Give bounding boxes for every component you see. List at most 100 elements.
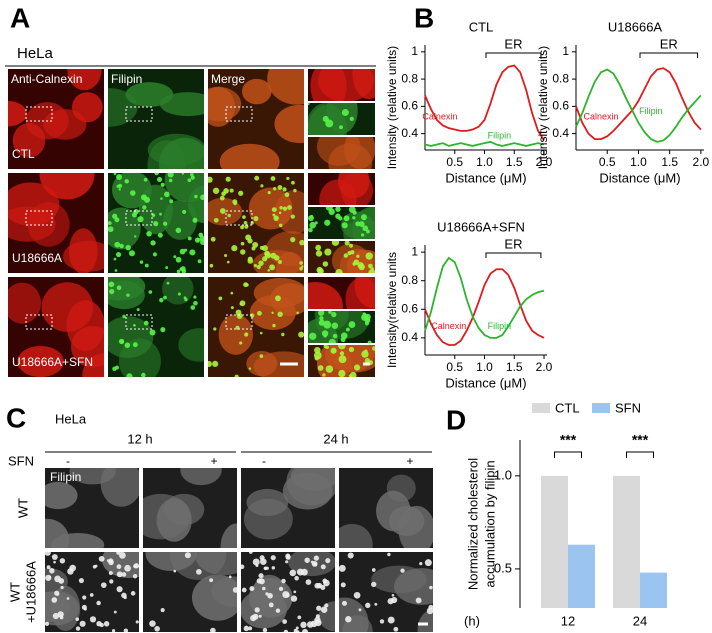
speckle	[281, 578, 286, 584]
speckle	[352, 216, 356, 220]
speckle	[365, 252, 373, 260]
speckle	[272, 186, 277, 191]
micrograph	[308, 311, 375, 343]
speckle	[267, 269, 270, 272]
column-label: Filipin	[111, 72, 142, 86]
y-axis-label: Intensity(relative units	[385, 252, 399, 368]
bracket	[485, 252, 542, 258]
speckle	[313, 555, 320, 561]
speckle	[187, 236, 192, 241]
y-tick-label: 0.4	[552, 126, 569, 140]
legend-label: SFN	[615, 400, 641, 415]
x-tick-label: 0.5	[599, 155, 616, 169]
bracket	[485, 52, 542, 58]
cell	[211, 576, 237, 608]
bar	[568, 544, 595, 608]
cell	[339, 523, 373, 548]
cell-line: HeLa	[55, 411, 87, 426]
speckle	[94, 564, 98, 568]
cell	[145, 552, 198, 572]
speckle	[315, 614, 320, 619]
cell	[269, 283, 304, 316]
speckle	[78, 577, 84, 584]
x-tick-label: 1.5	[506, 155, 523, 169]
speckle	[393, 626, 399, 632]
speckle	[332, 333, 338, 339]
speckle	[116, 174, 123, 181]
speckle	[247, 256, 253, 262]
column-label: Merge	[211, 72, 245, 86]
speckle	[118, 338, 125, 345]
speckle	[316, 582, 323, 589]
speckle	[52, 612, 60, 620]
x-tick-label: 2.0	[693, 155, 710, 169]
speckle	[164, 191, 170, 198]
time-label: 24 h	[323, 431, 348, 446]
treatment-sign: +	[406, 454, 413, 468]
speckle	[251, 246, 256, 251]
speckle	[200, 194, 204, 201]
significance: ***	[632, 432, 649, 448]
speckle	[349, 116, 354, 121]
speckle	[278, 223, 283, 228]
speckle	[109, 288, 115, 295]
speckle	[331, 322, 339, 329]
speckle	[338, 355, 347, 364]
significance: ***	[560, 432, 577, 448]
speckle	[265, 592, 269, 596]
speckle	[141, 372, 146, 377]
speckle	[278, 586, 284, 592]
speckle	[302, 628, 309, 632]
series-label: Filipin	[488, 131, 512, 141]
speckle	[283, 629, 289, 632]
speckle	[175, 227, 182, 234]
x-tick-label: 1.0	[630, 155, 647, 169]
speckle	[189, 249, 196, 256]
speckle	[243, 625, 250, 632]
speckle	[273, 215, 279, 221]
speckle	[137, 216, 144, 223]
speckle	[264, 252, 271, 259]
profile-line	[575, 68, 702, 143]
speckle	[179, 248, 186, 255]
speckle	[119, 243, 124, 249]
speckle	[167, 173, 174, 178]
micrograph	[308, 241, 375, 273]
row-label: U18666A+SFN	[12, 355, 93, 369]
speckle	[343, 215, 350, 222]
cell-line: HeLa	[17, 45, 54, 62]
speckle	[135, 620, 139, 624]
speckle	[241, 564, 245, 570]
speckle	[254, 175, 260, 181]
speckle	[424, 559, 432, 567]
speckle	[368, 269, 375, 273]
speckle	[364, 357, 371, 364]
speckle	[177, 292, 181, 296]
x-axis-label: Distance (μM)	[445, 375, 526, 390]
cell	[68, 228, 98, 273]
speckle	[259, 555, 265, 561]
speckle	[341, 600, 348, 606]
cell	[389, 506, 425, 536]
x-axis-label: Distance (μM)	[599, 170, 680, 185]
speckle	[240, 225, 245, 230]
speckle	[151, 213, 156, 218]
speckle	[428, 604, 433, 610]
speckle	[277, 311, 283, 318]
speckle	[419, 561, 423, 566]
speckle	[51, 597, 58, 603]
speckle	[317, 365, 324, 371]
x-tick-label: 1.5	[506, 360, 523, 374]
speckle	[299, 266, 303, 271]
speckle	[348, 321, 356, 329]
speckle	[348, 207, 356, 213]
series-label: Calnexin	[422, 112, 457, 122]
speckle	[286, 176, 290, 181]
speckle	[367, 340, 372, 343]
speckle	[338, 345, 346, 350]
speckle	[317, 268, 324, 273]
speckle	[290, 236, 296, 243]
speckle	[415, 597, 422, 604]
speckle	[210, 236, 216, 242]
y-tick-label: 0.8	[401, 71, 418, 85]
